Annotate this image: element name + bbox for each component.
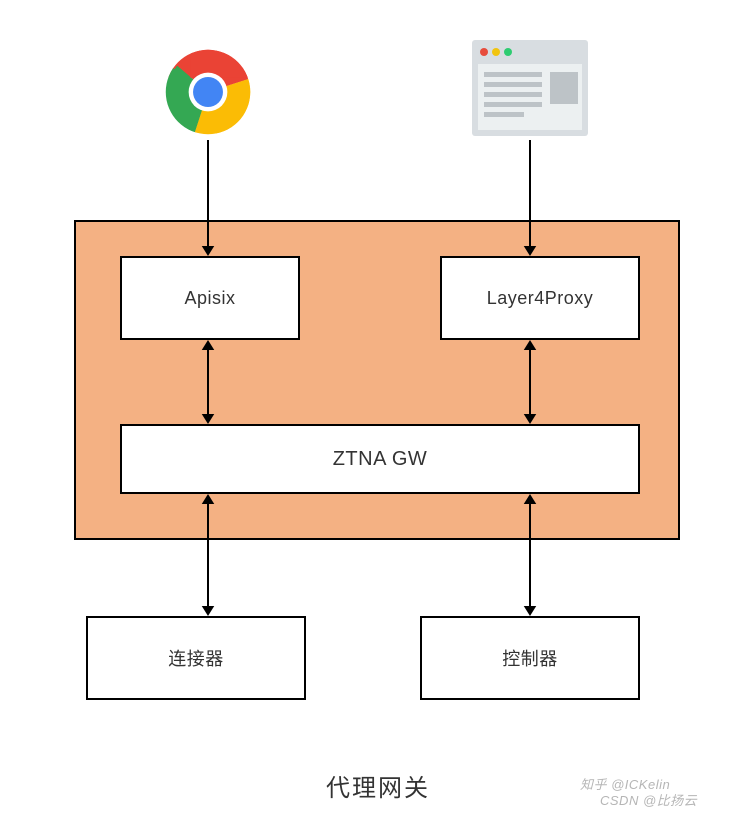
diagram-canvas: Apisix Layer4Proxy ZTNA GW 连接器 控制器 代理网关 … xyxy=(0,0,742,820)
node-label: Apisix xyxy=(184,288,235,309)
node-label: 控制器 xyxy=(502,645,558,671)
diagram-title: 代理网关 xyxy=(326,768,430,803)
node-controller: 控制器 xyxy=(420,616,640,700)
browser-window-icon xyxy=(470,38,590,143)
node-apisix: Apisix xyxy=(120,256,300,340)
node-label: Layer4Proxy xyxy=(487,288,594,309)
watermark-csdn: CSDN @比扬云 xyxy=(600,790,697,809)
node-label: 连接器 xyxy=(168,645,224,671)
node-layer4proxy: Layer4Proxy xyxy=(440,256,640,340)
chrome-icon xyxy=(164,48,252,141)
node-label: ZTNA GW xyxy=(333,448,428,471)
node-connector: 连接器 xyxy=(86,616,306,700)
node-ztnagw: ZTNA GW xyxy=(120,424,640,494)
